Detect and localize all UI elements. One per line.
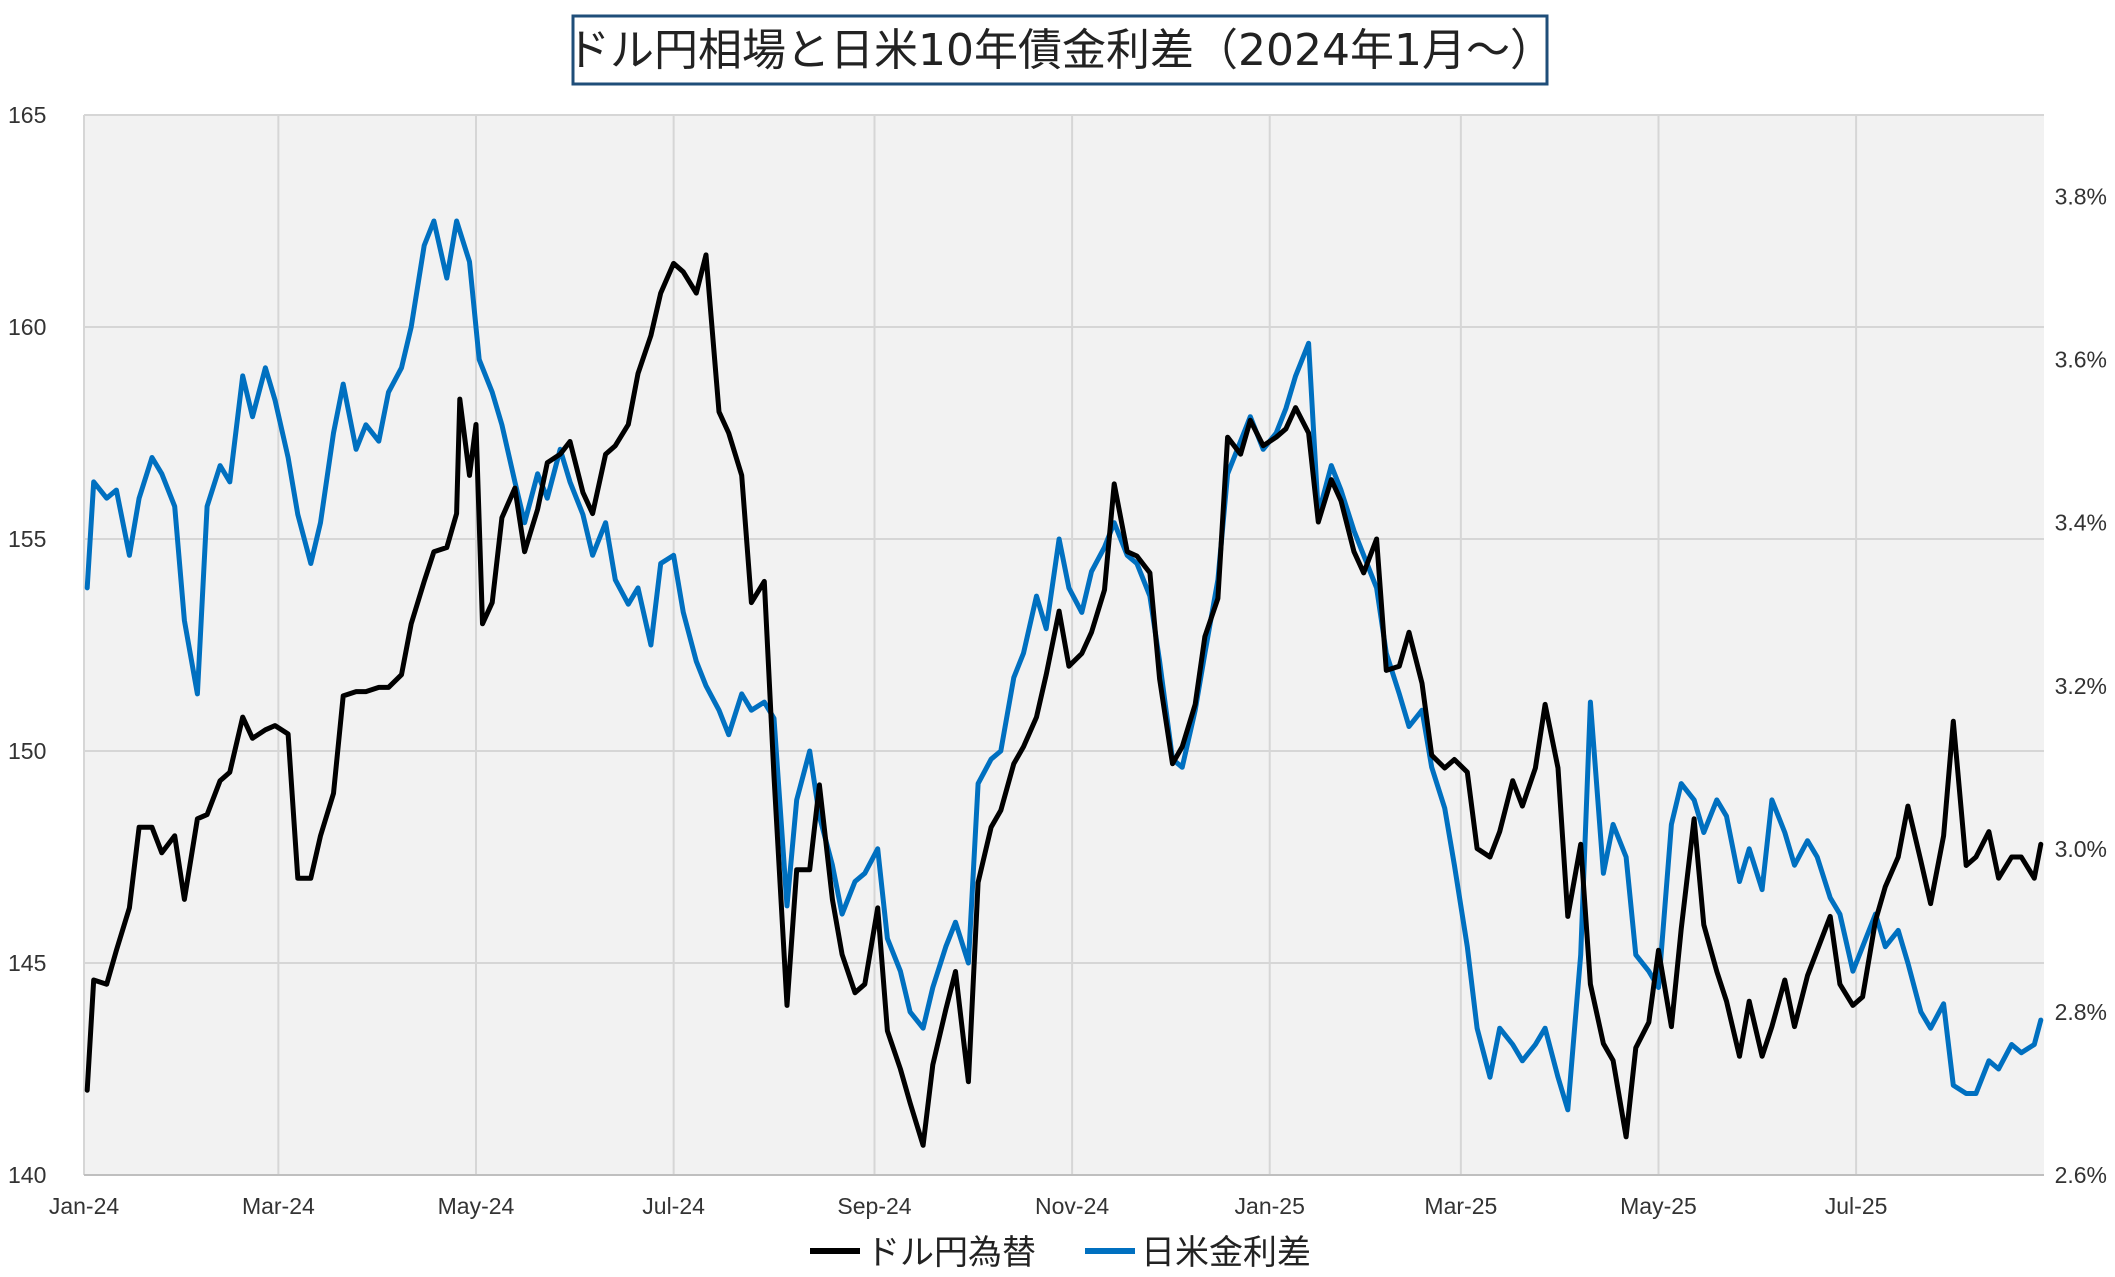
left-tick-label: 165 xyxy=(8,102,46,128)
x-tick-label: May-24 xyxy=(438,1193,515,1219)
right-tick-label: 3.6% xyxy=(2055,347,2107,373)
x-tick-label: Sep-24 xyxy=(837,1193,911,1219)
x-tick-label: Mar-25 xyxy=(1424,1193,1497,1219)
right-axis: 2.6% 2.8% 3.0% 3.2% 3.4% 3.6% 3.8% xyxy=(2055,184,2107,1188)
right-tick-label: 3.8% xyxy=(2055,184,2107,210)
right-tick-label: 3.4% xyxy=(2055,510,2107,536)
series-line-usdjpy xyxy=(84,252,2044,1148)
left-tick-label: 140 xyxy=(8,1162,46,1188)
title-frame xyxy=(571,14,1549,86)
legend-label-usdjpy: ドル円為替 xyxy=(866,1233,1036,1273)
series-line-spread xyxy=(84,218,2044,1113)
legend-label-spread: 日米金利差 xyxy=(1141,1233,1311,1273)
right-tick-label: 2.6% xyxy=(2055,1162,2107,1188)
x-tick-label: Jul-24 xyxy=(642,1193,705,1219)
series-lines xyxy=(84,218,2044,1148)
x-tick-label: Jan-25 xyxy=(1235,1193,1305,1219)
x-tick-label: Jul-25 xyxy=(1825,1193,1888,1219)
chart-title: ドル円相場と日米10年債金利差（2024年1月～） xyxy=(566,25,1554,76)
right-tick-label: 2.8% xyxy=(2055,999,2107,1025)
x-tick-label: Jan-24 xyxy=(49,1193,120,1219)
x-tick-label: Nov-24 xyxy=(1035,1193,1109,1219)
left-axis: 140 145 150 155 160 165 xyxy=(8,102,46,1188)
title-box: ドル円相場と日米10年債金利差（2024年1月～） xyxy=(566,14,1554,86)
right-tick-label: 3.2% xyxy=(2055,673,2107,699)
left-tick-label: 150 xyxy=(8,738,46,764)
left-tick-label: 155 xyxy=(8,526,46,552)
gridlines xyxy=(83,114,2044,1176)
x-tick-label: Mar-24 xyxy=(242,1193,315,1219)
x-tick-label: May-25 xyxy=(1620,1193,1697,1219)
x-axis: Jan-24 Mar-24 May-24 Jul-24 Sep-24 Nov-24 Jan-… xyxy=(49,1174,2044,1219)
legend: ドル円為替 日米金利差 xyxy=(810,1233,1311,1273)
left-tick-label: 145 xyxy=(8,950,46,976)
right-tick-label: 3.0% xyxy=(2055,836,2107,862)
left-tick-label: 160 xyxy=(8,314,46,340)
